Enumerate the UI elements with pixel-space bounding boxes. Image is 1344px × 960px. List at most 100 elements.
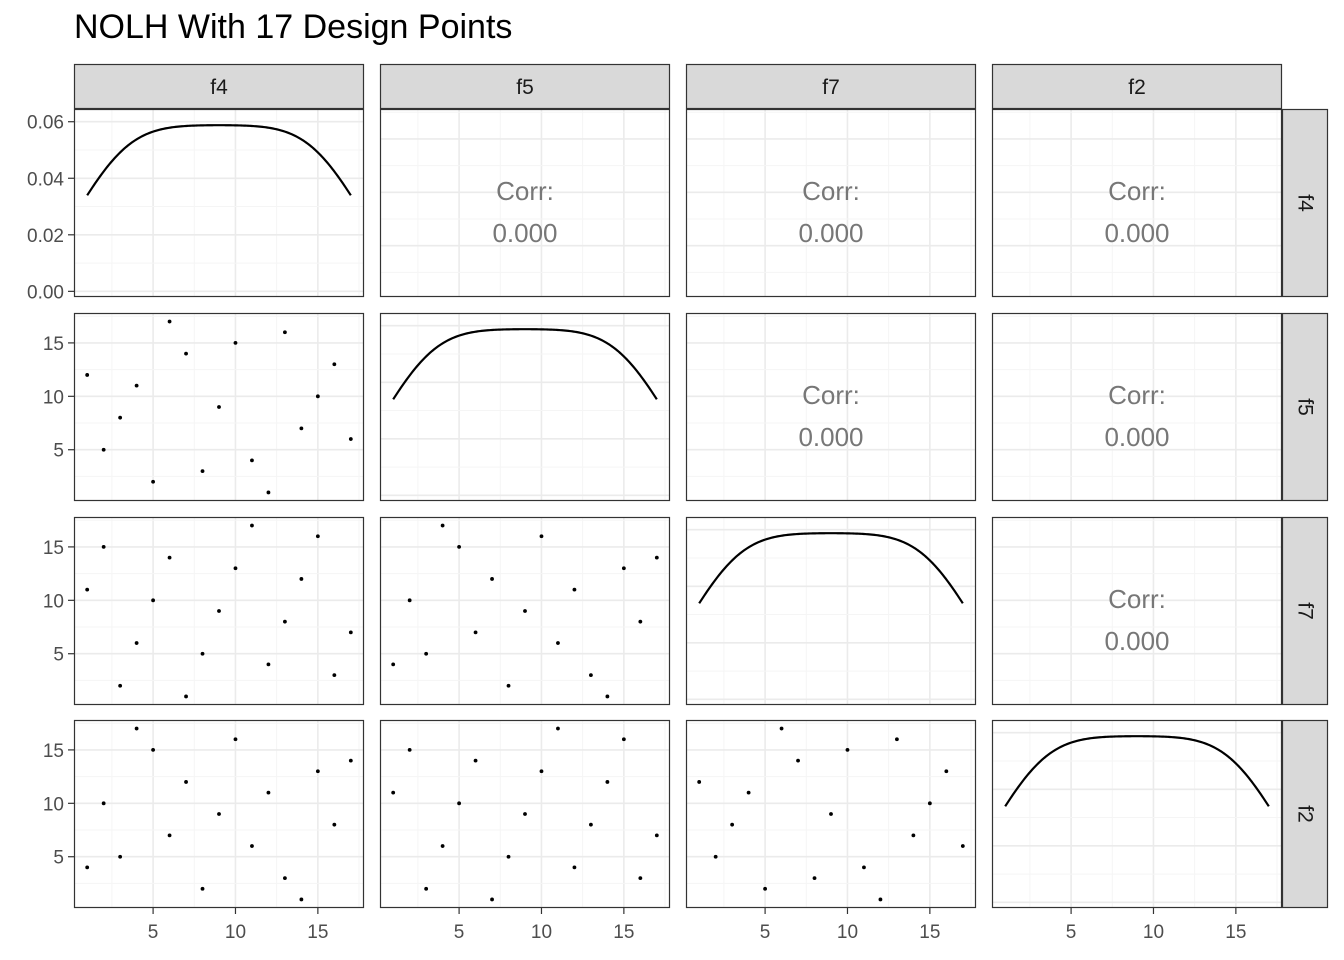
strip-right-f4 [1281,108,1329,298]
y-tick-label: 15 [43,538,64,559]
strip-label-right: f2 [1294,805,1317,823]
strip-top-f2 [991,63,1283,110]
corr-value: 0.000 [798,218,863,248]
panel-f4-f4 [73,108,365,298]
data-point [589,673,593,677]
data-point [523,812,527,816]
data-point [506,854,511,859]
panel-f5-f7: Corr: 0.000 [685,312,977,502]
panel-background [992,313,1282,501]
strip-label-right: f4 [1294,194,1317,212]
data-point [572,865,577,870]
corr-label: Corr: [1108,380,1166,410]
panel-border [991,516,1283,706]
x-tick-label: 15 [613,922,634,943]
data-point [348,437,353,441]
data-point [101,801,106,806]
data-point [457,801,461,806]
panel-f5-f2: Corr: 0.000 [991,312,1283,502]
panel-border [685,312,977,502]
density-line-f7 [698,532,964,604]
x-tick-label: 15 [307,922,328,943]
panel-f2-f4 [73,719,365,909]
x-tick-label: 5 [1066,922,1077,943]
panel-border [685,108,977,298]
data-point [118,415,123,420]
strip-right-f7 [1281,516,1329,706]
data-point [184,694,188,699]
data-point [638,619,643,624]
panel-f7-f7 [685,516,977,706]
data-point [118,683,123,688]
data-point [621,737,626,742]
y-tick-label: 10 [43,591,64,612]
chart-title: NOLH With 17 Design Points [74,8,513,46]
data-point [638,876,643,880]
data-point [200,886,205,891]
data-point [184,351,188,356]
data-point [184,780,188,784]
data-point [101,447,106,452]
corr-label: Corr: [1108,584,1166,614]
panel-border [685,516,977,706]
y-tick-label: 15 [43,334,64,355]
panel-f2-f7 [685,719,977,909]
data-point [556,641,560,645]
data-point [85,373,90,377]
panel-border [73,108,365,298]
corr-value: 0.000 [1104,422,1169,452]
strip-label-top: f2 [1128,76,1146,99]
data-point [473,630,478,635]
corr-value: 0.000 [798,422,863,452]
data-point [589,822,593,827]
panel-border [73,516,365,706]
panel-background [380,313,670,501]
panel-background [380,109,670,297]
data-point [878,897,883,902]
data-point [167,833,172,838]
panel-f5-f4 [73,312,365,502]
data-point [391,662,396,667]
data-point [250,844,254,848]
panel-border [379,719,671,909]
y-tick-label: 0.00 [27,282,64,303]
strip-top-f5 [379,63,671,110]
density-line-f2 [1004,735,1270,807]
data-point [944,769,949,774]
x-tick-label: 10 [1143,922,1164,943]
data-point [746,790,751,795]
data-point [85,865,90,870]
strip-label-top: f7 [822,76,840,99]
data-point [151,748,155,752]
data-point [250,523,254,528]
panel-border [73,312,365,502]
data-point [134,726,139,731]
corr-value: 0.000 [492,218,557,248]
data-point [812,876,817,880]
y-tick-label: 15 [43,741,64,762]
data-point [407,748,412,752]
strip-label-right: f7 [1294,602,1317,620]
y-tick-label: 5 [53,848,64,869]
density-line-f5 [392,328,658,400]
data-point [332,362,337,367]
strip-label-right: f5 [1294,398,1317,416]
corr-label: Corr: [802,380,860,410]
data-point [911,833,916,838]
data-point [407,598,412,603]
panel-border [73,719,365,909]
data-point [134,383,139,388]
data-point [283,619,287,624]
x-tick-label: 10 [531,922,552,943]
y-tick-label: 10 [43,387,64,408]
data-point [332,673,337,677]
data-point [621,566,626,571]
panel-border [991,108,1283,298]
data-point [233,737,238,742]
y-tick-label: 5 [53,645,64,666]
panel-f4-f7: Corr: 0.000 [685,108,977,298]
data-point [490,897,494,902]
data-point [457,545,461,549]
data-point [250,458,254,463]
data-point [266,662,271,667]
